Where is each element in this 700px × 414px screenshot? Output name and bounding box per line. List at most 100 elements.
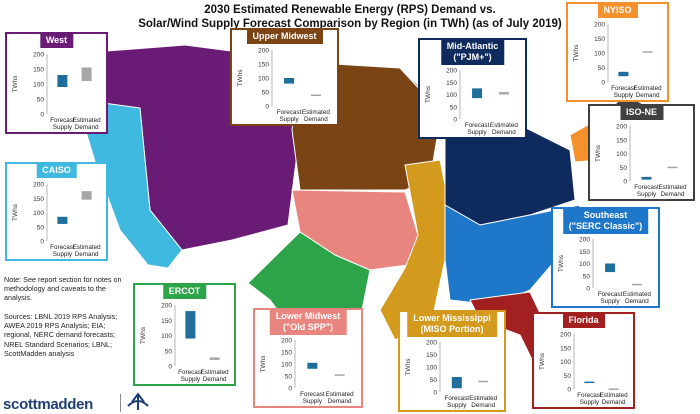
- panel-caiso: CAISO 0 50 100 150 200 TWhs Forecast Supply Esti…: [5, 162, 108, 261]
- category-label: Supply: [580, 399, 600, 406]
- panel-mid-atlantic-title: Mid-Atlantic ("PJM+"): [440, 39, 505, 65]
- ytick-label: 0: [586, 286, 590, 293]
- ytick-label: 0: [168, 364, 172, 371]
- category-label: Estimated: [73, 117, 101, 124]
- y-axis-label: TWhs: [140, 326, 147, 344]
- ytick-label: 200: [281, 338, 292, 345]
- ytick-label: 0: [265, 104, 269, 111]
- ytick-label: 150: [258, 62, 269, 69]
- ytick-label: 100: [560, 359, 571, 366]
- ytick-label: 0: [288, 386, 292, 393]
- ytick-label: 0: [623, 179, 627, 186]
- ytick-label: 150: [281, 350, 292, 357]
- category-label: Forecast: [465, 122, 490, 129]
- y-axis-label: TWhs: [12, 75, 19, 93]
- category-label: Supply: [53, 251, 73, 258]
- ytick-label: 50: [598, 65, 606, 72]
- bar-estimated-demand: [667, 166, 678, 169]
- category-label: Demand: [636, 92, 660, 99]
- y-axis-label: TWhs: [595, 144, 602, 162]
- bar-estimated-demand: [81, 67, 92, 81]
- category-label: Forecast: [277, 109, 302, 116]
- bar-estimated-demand: [642, 51, 653, 53]
- ytick-label: 150: [594, 36, 605, 43]
- category-label: Estimated: [634, 85, 662, 92]
- ytick-label: 150: [616, 137, 627, 144]
- ytick-label: 200: [258, 48, 269, 55]
- bar-forecast-supply: [307, 362, 318, 369]
- logo-separator: [120, 394, 121, 412]
- bar-estimated-demand: [310, 94, 321, 97]
- notes-text: Note: See report section for notes on me…: [4, 275, 122, 303]
- category-label: Estimated: [658, 184, 686, 191]
- panel-lower-mississippi: Lower Mississippi (MISO Portion) 0 50 100 1…: [398, 310, 506, 412]
- ytick-label: 50: [620, 165, 628, 172]
- panel-nyiso-chart: 0 50 100 150 200 TWhs ForecastSupplyEstimatedD…: [573, 22, 662, 100]
- y-axis-label: TWhs: [558, 254, 565, 272]
- ytick-label: 100: [161, 333, 172, 340]
- panel-upper-midwest-title: Upper Midwest: [246, 29, 323, 44]
- bar-forecast-supply: [451, 377, 462, 389]
- bar-forecast-supply: [584, 381, 595, 384]
- category-label: Supply: [467, 129, 487, 136]
- y-axis-label: TWhs: [573, 44, 580, 62]
- ytick-label: 150: [560, 345, 571, 352]
- panel-nyiso-title: NYISO: [597, 3, 638, 18]
- panel-lower-mississippi-chart: 0 50 100 150 200 TWhs ForecastSupplyEstimatedD…: [405, 340, 498, 410]
- category-label: Supply: [181, 376, 201, 383]
- ytick-label: 150: [579, 249, 590, 256]
- ytick-label: 50: [262, 90, 270, 97]
- bar-forecast-supply: [284, 78, 295, 84]
- category-label: Estimated: [490, 122, 518, 129]
- ytick-label: 0: [433, 390, 437, 397]
- category-label: Forecast: [445, 395, 470, 402]
- panel-mid-atlantic: Mid-Atlantic ("PJM+") 0 50 100 150 200 TWhs Fo…: [418, 38, 527, 139]
- bar-estimated-demand: [631, 283, 642, 286]
- bar-forecast-supply: [605, 263, 616, 273]
- category-label: Demand: [625, 298, 649, 305]
- panel-ercot: ERCOT 0 50 100 150 200 TWhs Forecast Supply Esti…: [133, 283, 236, 386]
- category-label: Forecast: [50, 244, 75, 251]
- ytick-label: 100: [33, 210, 44, 217]
- ytick-label: 200: [426, 340, 437, 347]
- ytick-label: 100: [579, 261, 590, 268]
- category-label: Forecast: [178, 369, 203, 376]
- ytick-label: 50: [583, 273, 591, 280]
- category-label: Demand: [75, 124, 99, 131]
- partner-logo-icon: [127, 392, 149, 410]
- panel-southeast: Southeast ("SERC Classic") 0 50 100 150 200 T…: [551, 207, 660, 308]
- ytick-label: 100: [616, 151, 627, 158]
- category-label: Estimated: [469, 395, 497, 402]
- panel-nyiso: NYISO 0 50 100 150 200 TWhs Forecast Supply Esti…: [566, 2, 669, 102]
- panel-upper-midwest-chart: 0 50 100 150 200 TWhs ForecastSupplyEstimatedD…: [237, 48, 330, 124]
- category-label: Supply: [637, 191, 657, 198]
- panel-florida: Florida 0 50 100 150 200 TWhs Forecast Supply Es…: [532, 312, 635, 409]
- panel-ercot-title: ERCOT: [162, 284, 207, 299]
- ytick-label: 0: [567, 387, 571, 394]
- bar-estimated-demand: [334, 374, 345, 376]
- category-label: Estimated: [600, 392, 628, 399]
- bar-estimated-demand: [81, 191, 92, 200]
- ytick-label: 200: [560, 332, 571, 339]
- bar-forecast-supply: [472, 88, 483, 99]
- y-axis-label: TWhs: [405, 358, 412, 376]
- category-label: Demand: [471, 402, 495, 409]
- panel-iso-ne-chart: 0 50 100 150 200 TWhs ForecastSupplyEstimatedD…: [595, 124, 687, 199]
- ytick-label: 0: [601, 80, 605, 87]
- ytick-label: 0: [40, 239, 44, 246]
- region-caiso-shape: [81, 99, 183, 269]
- bar-estimated-demand: [608, 388, 619, 390]
- category-label: Demand: [602, 399, 626, 406]
- y-axis-label: TWhs: [237, 69, 244, 87]
- y-axis-label: TWhs: [425, 85, 432, 103]
- category-label: Forecast: [577, 392, 602, 399]
- panel-lower-midwest-title: Lower Midwest ("Old SPP"): [269, 309, 347, 335]
- bar-estimated-demand: [209, 357, 220, 360]
- bar-estimated-demand: [478, 380, 489, 383]
- category-label: Estimated: [201, 369, 229, 376]
- ytick-label: 150: [161, 318, 172, 325]
- category-label: Supply: [614, 92, 634, 99]
- ytick-label: 50: [285, 374, 293, 381]
- ytick-label: 50: [37, 97, 45, 104]
- y-axis-label: TWhs: [12, 203, 19, 221]
